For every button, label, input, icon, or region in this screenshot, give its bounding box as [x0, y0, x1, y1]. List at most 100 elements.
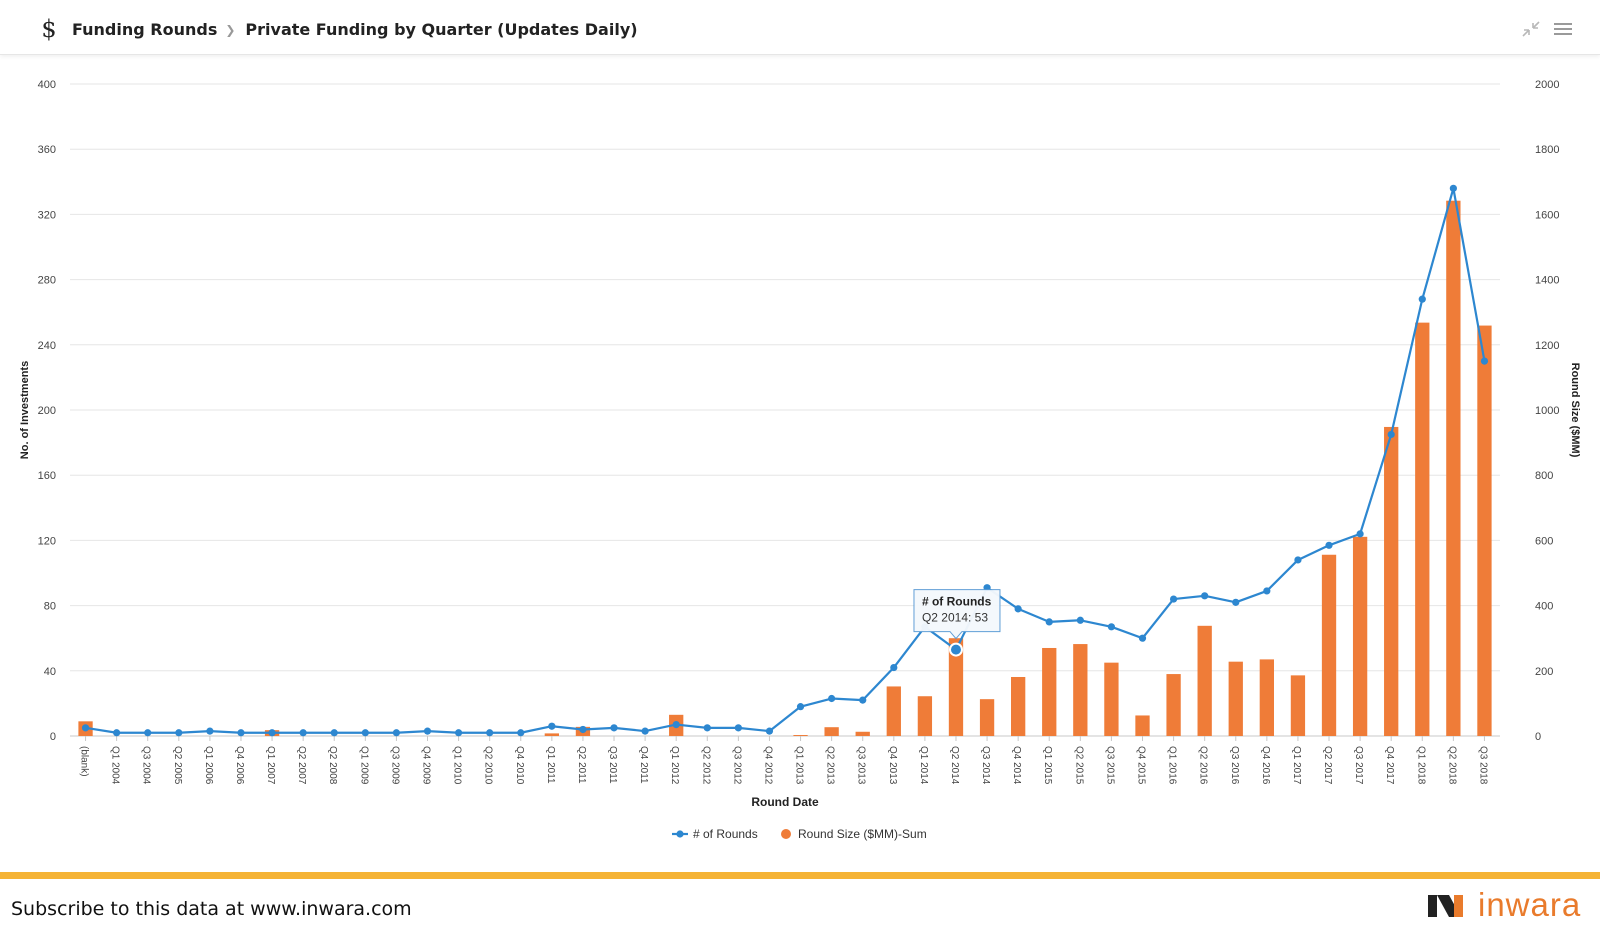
y-left-tick-label: 40 [44, 666, 56, 678]
y-right-tick-label: 0 [1535, 731, 1541, 743]
line-point [796, 703, 805, 711]
x-tick-label: Q3 2012 [731, 746, 742, 785]
legend-bar-dot [781, 829, 791, 839]
line-point [113, 729, 121, 737]
line-point [1325, 541, 1333, 549]
y-left-tick-label: 240 [38, 340, 56, 352]
x-tick-label: Q4 2017 [1384, 746, 1395, 785]
tooltip-value: Q2 2014: 53 [922, 611, 988, 625]
line-point [1138, 634, 1147, 642]
y-left-tick-label: 320 [38, 209, 56, 221]
x-tick-label: Q2 2010 [483, 746, 494, 785]
line-point [1387, 430, 1395, 439]
line-point [1418, 295, 1426, 303]
y-right-tick-label: 600 [1535, 535, 1553, 547]
x-tick-label: Q4 2013 [887, 746, 898, 785]
line-point [1356, 530, 1364, 538]
line-point [1449, 184, 1457, 192]
line-point [1480, 357, 1489, 365]
line-point [454, 729, 463, 737]
x-tick-label: Q1 2006 [203, 746, 214, 785]
y-left-tick-label: 200 [38, 405, 56, 417]
y-left-tick-label: 80 [44, 601, 56, 613]
bar [1477, 325, 1492, 736]
line-point [268, 729, 276, 737]
bar [1073, 644, 1088, 736]
line-point [1107, 623, 1116, 631]
line-point [175, 729, 183, 737]
x-tick-label: (blank) [79, 746, 90, 777]
x-tick-label: Q4 2010 [514, 746, 525, 785]
x-tick-label: Q3 2016 [1229, 746, 1240, 785]
x-tick-label: Q2 2013 [825, 746, 836, 785]
x-tick-label: Q1 2010 [452, 746, 463, 785]
bar [886, 686, 901, 736]
breadcrumb-funding-rounds[interactable]: Funding Rounds [72, 20, 218, 39]
line-point [517, 729, 525, 737]
x-tick-label: Q3 2013 [856, 746, 867, 785]
x-tick-label: Q1 2007 [265, 746, 276, 785]
collapse-icon[interactable] [1521, 20, 1541, 38]
line-point [486, 729, 494, 737]
bar [1135, 715, 1150, 736]
line-point [672, 720, 680, 729]
x-tick-label: Q4 2006 [234, 746, 245, 785]
x-tick-label: Q1 2018 [1415, 746, 1426, 785]
line-point [890, 663, 898, 672]
bar [979, 699, 995, 736]
chart-area: 0 40 80 120 160 200 240 280 320 360 400 0 200 400 600 8… [0, 56, 1600, 856]
y-right-tick-label: 1600 [1535, 209, 1559, 221]
bar [948, 638, 964, 736]
x-tick-label: Q2 2018 [1446, 746, 1457, 785]
line-point [1232, 598, 1240, 606]
chevron-right-icon: ❯ [225, 22, 236, 37]
logo-text: inwara [1478, 886, 1582, 923]
x-tick-label: Q3 2015 [1104, 746, 1115, 785]
x-tick-label: Q1 2016 [1167, 746, 1178, 785]
hamburger-menu-icon[interactable] [1553, 20, 1573, 38]
x-tick-label: Q2 2017 [1322, 746, 1333, 785]
bar [1352, 536, 1368, 736]
header-bar: $ Funding Rounds ❯ Private Funding by Qu… [0, 0, 1600, 55]
line-point [237, 729, 245, 737]
y-left-tick-label: 360 [38, 144, 56, 156]
y-right-tick-label: 1800 [1535, 144, 1559, 156]
line-point [81, 724, 90, 732]
line-point [1263, 587, 1271, 595]
x-tick-label: Q2 2016 [1198, 746, 1209, 785]
bar [1011, 676, 1026, 736]
bar [1228, 661, 1243, 736]
x-tick-label: Q1 2014 [918, 746, 929, 785]
x-tick-label: Q2 2007 [296, 746, 307, 785]
line-point [703, 724, 711, 732]
line-point [423, 727, 432, 735]
bar [1384, 426, 1399, 736]
x-tick-label: Q4 2015 [1136, 746, 1147, 785]
y-right-tick-label: 400 [1535, 601, 1553, 613]
line-point [610, 724, 618, 732]
x-tick-label: Q4 2011 [638, 746, 649, 784]
bar [1446, 200, 1461, 736]
bar [1259, 659, 1274, 736]
x-tick-label: Q3 2011 [607, 746, 618, 784]
dollar-icon: $ [41, 15, 57, 43]
breadcrumb: Funding Rounds ❯ Private Funding by Quar… [72, 20, 638, 39]
bar [1042, 647, 1057, 736]
line-point [734, 724, 742, 732]
combo-chart: 0 40 80 120 160 200 240 280 320 360 400 0 200 400 600 8… [19, 79, 1581, 841]
x-tick-label: Q3 2004 [141, 746, 152, 785]
highlighted-point [948, 642, 963, 657]
x-tick-label: Q3 2009 [389, 746, 400, 785]
line-point [1294, 556, 1302, 564]
line-point [206, 727, 214, 735]
bar [1197, 625, 1212, 736]
line-point [144, 729, 152, 737]
line-point [641, 727, 649, 735]
x-tick-label: Q4 2014 [1011, 746, 1022, 785]
x-tick-label: Q4 2009 [421, 746, 432, 785]
x-tick-label: Q4 2016 [1260, 746, 1271, 785]
x-tick-label: Q2 2011 [576, 746, 587, 784]
y-right-tick-label: 200 [1535, 666, 1553, 678]
x-tick-label: Q1 2013 [794, 746, 805, 785]
bar [1166, 674, 1181, 736]
